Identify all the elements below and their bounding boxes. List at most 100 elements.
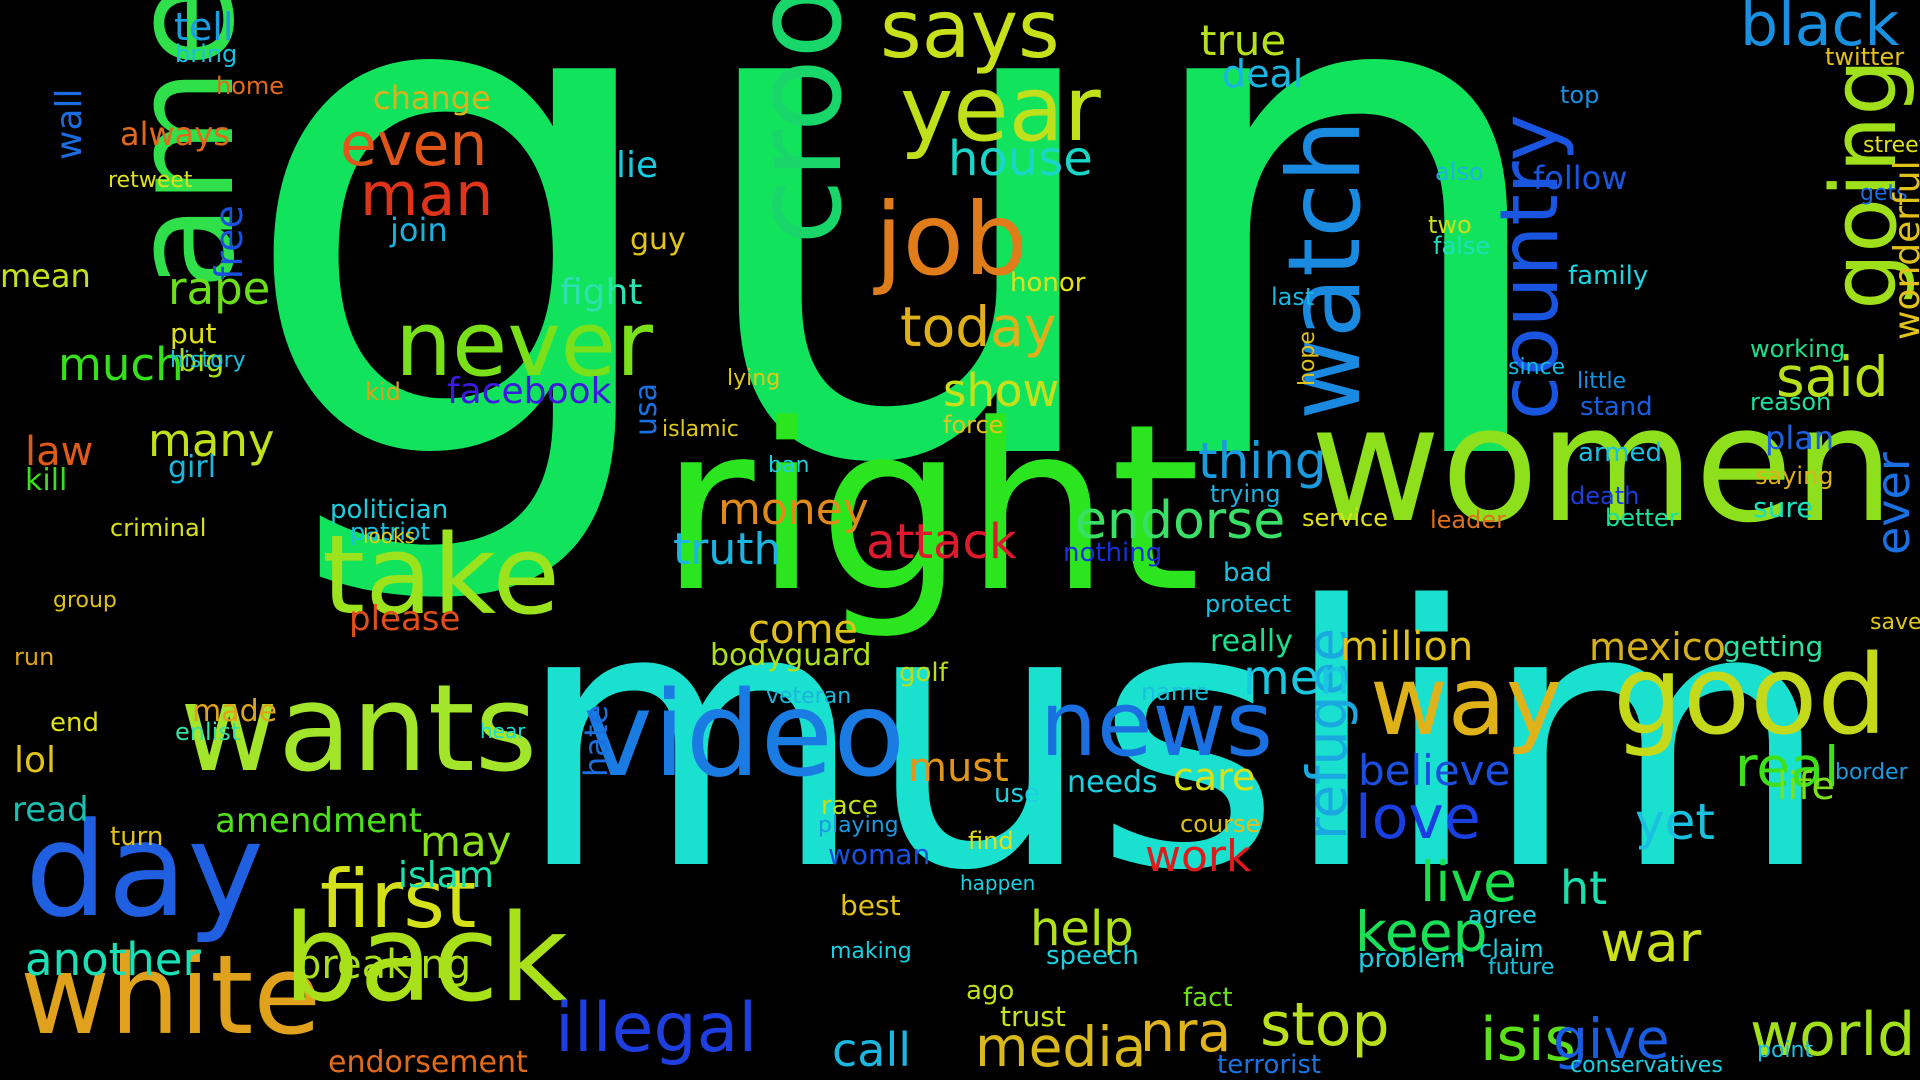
word-ht: ht: [1560, 861, 1608, 915]
word-looks: looks: [363, 524, 416, 548]
word-today: today: [900, 295, 1057, 359]
word-free: free: [207, 205, 251, 280]
word-turn: turn: [110, 822, 164, 852]
word-also: also: [1435, 158, 1484, 186]
word-family: family: [1568, 261, 1649, 291]
word-crooked: crooked: [730, 0, 869, 245]
word-show: show: [943, 364, 1060, 417]
word-year: year: [900, 57, 1101, 162]
word-law: law: [25, 429, 94, 475]
word-rape: rape: [168, 262, 271, 315]
word-sure: sure: [1753, 491, 1814, 524]
word-gets: gets: [1860, 181, 1908, 206]
word-happen: happen: [960, 871, 1036, 895]
word-way: way: [1370, 647, 1563, 757]
word-since: since: [1508, 355, 1566, 380]
word-guy: guy: [630, 222, 686, 257]
word-day: day: [25, 794, 265, 946]
word-hope: hope: [1295, 331, 1320, 386]
word-ever: ever: [1866, 452, 1920, 555]
word-woman: woman: [828, 838, 931, 871]
word-save: save: [1870, 610, 1920, 635]
word-tell: tell: [174, 5, 234, 49]
word-job: job: [875, 181, 1028, 298]
word-terrorist: terrorist: [1217, 1050, 1322, 1080]
word-life: life: [1777, 764, 1835, 808]
word-says: says: [880, 0, 1060, 76]
word-illegal: illegal: [555, 989, 758, 1068]
word-really: really: [1210, 624, 1293, 659]
word-media: media: [975, 1015, 1147, 1079]
word-patriot: patriot: [350, 518, 430, 546]
word-little: little: [1577, 369, 1627, 394]
word-may: may: [420, 817, 512, 866]
word-mean: mean: [0, 257, 91, 295]
word-mexico: mexico: [1589, 625, 1726, 669]
word-nra: nra: [1140, 1000, 1232, 1064]
word-claim: claim: [1479, 935, 1544, 963]
word-conservatives: conservatives: [1570, 1053, 1723, 1078]
word-man: man: [360, 160, 494, 230]
word-twitter: twitter: [1825, 43, 1905, 71]
word-kill: kill: [25, 463, 68, 498]
word-live: live: [1420, 850, 1517, 914]
word-leader: leader: [1430, 506, 1507, 534]
word-believe: believe: [1358, 746, 1511, 795]
word-million: million: [1340, 624, 1474, 670]
word-first: first: [320, 853, 477, 946]
word-change: change: [373, 79, 491, 117]
word-house: house: [948, 131, 1093, 187]
word-veteran: veteran: [766, 684, 852, 709]
word-group: group: [53, 588, 117, 613]
word-plan: plan: [1765, 419, 1835, 457]
word-lying: lying: [727, 366, 781, 391]
word-another: another: [25, 933, 201, 986]
word-real: real: [1735, 735, 1840, 799]
word-read: read: [12, 790, 89, 830]
word-making: making: [830, 939, 912, 964]
word-course: course: [1180, 810, 1261, 838]
word-good: good: [1613, 631, 1888, 759]
word-muslim: muslim: [515, 530, 1833, 949]
word-lie: lie: [616, 145, 659, 186]
word-getting: getting: [1723, 630, 1824, 663]
word-border: border: [1835, 760, 1908, 785]
word-black: black: [1740, 0, 1900, 60]
word-big: big: [178, 344, 225, 379]
word-wonderful: wonderful: [1887, 160, 1920, 340]
word-never: never: [395, 292, 654, 397]
word-lol: lol: [14, 740, 57, 781]
word-facebook: facebook: [447, 371, 612, 412]
word-gun: gun: [235, 0, 1567, 617]
word-end: end: [50, 708, 99, 738]
word-endorsement: endorsement: [328, 1045, 528, 1080]
word-video: video: [583, 665, 906, 803]
word-isis: isis: [1480, 1005, 1576, 1075]
word-top: top: [1560, 81, 1600, 109]
word-agree: agree: [1468, 901, 1537, 929]
word-call: call: [832, 1023, 912, 1077]
word-watch: watch: [1266, 119, 1383, 420]
word-follow: follow: [1533, 159, 1628, 197]
word-needs: needs: [1067, 765, 1158, 800]
word-two: two: [1428, 211, 1472, 239]
word-keep: keep: [1355, 900, 1488, 964]
word-use: use: [994, 779, 1041, 809]
word-take: take: [322, 511, 560, 639]
word-truth: truth: [673, 524, 782, 575]
word-islam: islam: [398, 855, 494, 896]
word-news: news: [1040, 672, 1273, 777]
word-point: point: [1757, 1038, 1814, 1063]
word-back: back: [283, 890, 569, 1029]
word-politician: politician: [330, 495, 449, 525]
word-better: better: [1605, 504, 1679, 532]
word-playing: playing: [818, 813, 899, 838]
word-put: put: [170, 317, 217, 350]
word-street: street: [1863, 133, 1920, 158]
word-name: name: [1141, 678, 1210, 706]
word-deal: deal: [1222, 52, 1304, 96]
word-much: much: [58, 338, 184, 391]
word-hate: hate: [577, 704, 615, 777]
word-please: please: [349, 599, 461, 639]
word-work: work: [1145, 831, 1252, 882]
